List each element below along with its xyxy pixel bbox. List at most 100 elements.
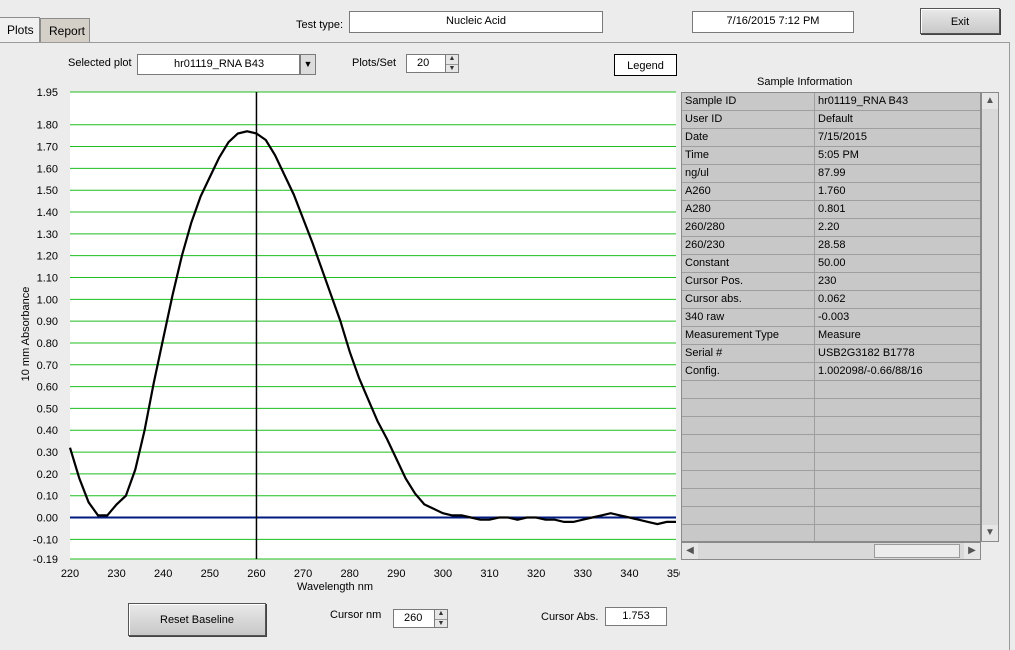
table-row: Cursor Pos. 230	[682, 273, 980, 291]
sample-info-value: 87.99	[818, 167, 846, 179]
tab-plots[interactable]: Plots	[0, 17, 40, 43]
table-row: User ID Default	[682, 111, 980, 129]
spin-up-icon[interactable]: ▲	[437, 610, 445, 617]
x-tick-label: 310	[480, 568, 498, 580]
sample-info-key: Time	[682, 147, 815, 164]
sample-info-value	[815, 435, 980, 452]
table-row: Sample ID hr01119_RNA B43	[682, 93, 980, 111]
exit-button[interactable]: Exit	[920, 8, 1000, 34]
sample-info-key	[682, 399, 815, 416]
sample-info-value: 5:05 PM	[818, 149, 859, 161]
sample-info-value: 1.760	[818, 185, 846, 197]
sample-info-key: Serial #	[682, 345, 815, 362]
sample-info-value: 230	[818, 275, 837, 287]
sample-info-value	[815, 507, 980, 524]
sample-info-key: Sample ID	[682, 93, 815, 110]
y-tick-label: 0.70	[37, 360, 58, 372]
sample-info-value: 1.002098/-0.66/88/16	[818, 365, 923, 377]
table-row: Measurement Type Measure	[682, 327, 980, 345]
sample-info-value: 7/15/2015	[818, 131, 867, 143]
table-row	[682, 489, 980, 507]
plot-area	[70, 92, 676, 559]
sample-info-value: 2.20	[818, 221, 840, 233]
y-axis-label: 10 mm Absorbance	[20, 287, 32, 382]
plots-per-set-stepper[interactable]: ▲ ▼	[445, 54, 459, 73]
plots-per-set-input[interactable]: 20	[406, 54, 446, 73]
y-tick-label: 0.80	[37, 338, 58, 350]
table-row	[682, 507, 980, 525]
y-tick-label: 1.50	[37, 185, 58, 197]
sample-info-value: USB2G3182 B1778	[818, 347, 915, 359]
y-tick-label: 0.20	[37, 469, 58, 481]
table-row: Time 5:05 PM	[682, 147, 980, 165]
test-type-field: Nucleic Acid	[349, 11, 603, 33]
y-tick-label: 1.00	[37, 294, 58, 306]
sample-info-value: 28.58	[818, 239, 846, 251]
horizontal-scrollbar[interactable]: ◀ ▶	[681, 542, 981, 560]
sample-info-key: 260/230	[682, 237, 815, 254]
cursor-nm-input[interactable]: 260	[393, 609, 435, 628]
selected-plot-label: Selected plot	[68, 57, 132, 69]
sample-info-key: Measurement Type	[682, 327, 815, 344]
sample-info-value: hr01119_RNA B43	[818, 95, 909, 107]
sample-info-value: Default	[818, 113, 853, 125]
scroll-thumb[interactable]	[874, 544, 960, 558]
cursor-abs-display: 1.753	[605, 607, 667, 626]
legend-button[interactable]: Legend	[614, 54, 677, 76]
y-tick-label: 1.40	[37, 207, 58, 219]
sample-info-key: Cursor abs.	[682, 291, 815, 308]
x-tick-label: 330	[574, 568, 592, 580]
sample-info-key: 260/280	[682, 219, 815, 236]
reset-baseline-button[interactable]: Reset Baseline	[128, 603, 266, 636]
y-tick-label: 0.60	[37, 382, 58, 394]
sample-info-key	[682, 471, 815, 488]
y-tick-label: -0.10	[33, 534, 58, 546]
sample-info-value	[815, 489, 980, 506]
scroll-right-icon[interactable]: ▶	[964, 543, 980, 559]
sample-info-value	[815, 453, 980, 470]
x-tick-label: 340	[620, 568, 638, 580]
x-tick-label: 300	[434, 568, 452, 580]
spin-up-icon[interactable]: ▲	[448, 55, 456, 62]
table-row: A260 1.760	[682, 183, 980, 201]
spin-down-icon[interactable]: ▼	[446, 63, 458, 73]
table-row	[682, 381, 980, 399]
sample-info-key	[682, 507, 815, 524]
scroll-left-icon[interactable]: ◀	[682, 543, 698, 559]
sample-info-key: Constant	[682, 255, 815, 272]
table-row: 260/230 28.58	[682, 237, 980, 255]
table-row: A280 0.801	[682, 201, 980, 219]
sample-info-key	[682, 525, 815, 541]
table-row	[682, 471, 980, 489]
sample-info-value	[815, 471, 980, 488]
y-tick-label: 0.40	[37, 425, 58, 437]
x-tick-label: 270	[294, 568, 312, 580]
vertical-scrollbar[interactable]: ▲ ▼	[981, 92, 999, 542]
scroll-up-icon[interactable]: ▲	[982, 93, 998, 109]
sample-info-value: 0.801	[818, 203, 846, 215]
sample-info-key	[682, 435, 815, 452]
tab-report[interactable]: Report	[40, 18, 90, 42]
sample-info-key: A280	[682, 201, 815, 218]
sample-info-table: Sample ID hr01119_RNA B43 User ID Default Da…	[681, 92, 981, 542]
x-tick-label: 320	[527, 568, 545, 580]
scroll-down-icon[interactable]: ▼	[982, 525, 998, 541]
sample-info-value	[815, 381, 980, 398]
cursor-nm-stepper[interactable]: ▲ ▼	[434, 609, 448, 628]
test-type-label: Test type:	[296, 19, 344, 31]
table-row	[682, 453, 980, 471]
table-row	[682, 435, 980, 453]
spin-down-icon[interactable]: ▼	[435, 618, 447, 628]
x-tick-label: 280	[341, 568, 359, 580]
sample-info-title: Sample Information	[757, 76, 853, 88]
x-tick-label: 230	[107, 568, 125, 580]
x-tick-label: 220	[61, 568, 79, 580]
sample-info-key: 340 raw	[682, 309, 815, 326]
chevron-down-icon[interactable]: ▼	[300, 54, 316, 75]
table-row: 260/280 2.20	[682, 219, 980, 237]
selected-plot-select[interactable]: hr01119_RNA B43	[137, 54, 300, 75]
sample-info-value: -0.003	[818, 311, 850, 323]
sample-info-value	[815, 399, 980, 416]
table-row	[682, 417, 980, 435]
sample-info-key	[682, 417, 815, 434]
